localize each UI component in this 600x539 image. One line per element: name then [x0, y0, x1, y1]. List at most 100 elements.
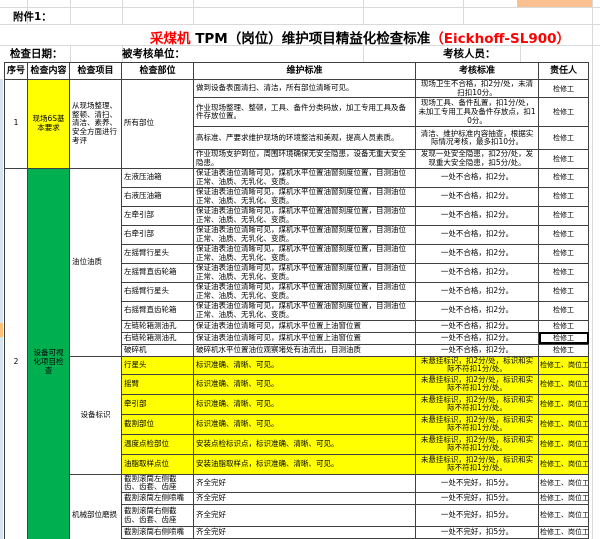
- cell-part[interactable]: 右液压油箱: [121, 186, 194, 207]
- cell-content[interactable]: 设备可视化项目检查: [27, 167, 70, 539]
- header-maint[interactable]: 维护标准: [193, 62, 416, 80]
- cell-part[interactable]: 右摇臂直齿轮箱: [121, 300, 194, 321]
- cell-part[interactable]: 牵引部: [121, 393, 194, 415]
- cell-assess[interactable]: 现场工具、备件乱置，扣1分/处，未加工专用工具及备件存放点，扣10分。: [415, 97, 539, 128]
- cell-resp[interactable]: 检修工、岗位工: [538, 504, 589, 527]
- cell-assess[interactable]: 一处不合格，扣2分。: [415, 186, 539, 207]
- cell-resp[interactable]: 检修工: [538, 167, 589, 188]
- cell-assess[interactable]: 一处不完好，扣5分。: [415, 504, 539, 527]
- cell-assess[interactable]: 一处不合格，扣2分。: [415, 331, 539, 345]
- cell-seq[interactable]: 2: [4, 167, 28, 539]
- assessed-unit-label[interactable]: 被考核单位：: [122, 48, 185, 60]
- cell-resp[interactable]: 检修工、岗位工: [538, 492, 589, 505]
- cell-resp[interactable]: 检修工: [538, 205, 589, 226]
- cell-assess[interactable]: 一处不完好，扣5分。: [415, 473, 539, 494]
- cell-assess[interactable]: 一处不合格，扣2分。: [415, 319, 539, 333]
- cell-part[interactable]: 右链轮箱测油孔: [121, 331, 194, 345]
- cell-assess[interactable]: 一处不合格，扣2分。: [415, 243, 539, 264]
- header-project[interactable]: 检查项目: [69, 62, 122, 80]
- cell-resp[interactable]: 检修工、岗位工: [538, 473, 589, 494]
- cell-resp[interactable]: 检修工: [538, 319, 589, 333]
- cell-resp[interactable]: 检修工: [538, 262, 589, 283]
- cell-assess[interactable]: 一处不合格，扣2分。: [415, 167, 539, 188]
- cell-maint[interactable]: 做到设备表面清扫、清洁，所有部位清晰可见。: [193, 78, 416, 99]
- cell-maint[interactable]: 保证油表油位清晰可见，煤机水平位置油窗刻度位置，目测油位正常、油质、无乳化、变质…: [193, 300, 416, 321]
- cell-resp[interactable]: 检修工: [538, 149, 589, 169]
- cell-content[interactable]: 现场6S基本要求: [27, 79, 70, 169]
- cell-assess[interactable]: 一处不完好，扣5分。: [415, 492, 539, 505]
- cell-assess[interactable]: 未悬挂标识，扣2分/处，标识和实际不符扣1分/处。: [415, 453, 539, 475]
- cell-maint[interactable]: 保证油表油位清晰可见，煤机水平位置油窗刻度位置，目测油位正常、油质、无乳化、变质…: [193, 205, 416, 226]
- cell-part[interactable]: 左摇臂直齿轮箱: [121, 262, 194, 283]
- cell-assess[interactable]: 一处不合格，扣2分。: [415, 300, 539, 321]
- cell-maint[interactable]: 标识准确、清晰、可见。: [193, 413, 416, 435]
- cell-maint[interactable]: 作业现场整理、整顿，工具、备件分类码放，加工专用工具及备件存放位置。: [193, 97, 416, 128]
- cell-part[interactable]: 摇臂: [121, 373, 194, 395]
- cell-part[interactable]: 截割滚筒右侧喷嘴: [121, 526, 194, 539]
- header-seq[interactable]: 序号: [4, 62, 28, 80]
- cell-resp[interactable]: 检修工、岗位工: [538, 355, 589, 375]
- cell-maint[interactable]: 安装油脂取样点，标识准确、清晰、可见。: [193, 453, 416, 475]
- assessor-label[interactable]: 考核人员：: [443, 48, 496, 60]
- cell-maint[interactable]: 保证油表油位清晰可见，煤机水平位置油窗刻度位置，目测油位正常、油质、无乳化、变质…: [193, 167, 416, 188]
- cell-assess[interactable]: 未悬挂标识，扣2分/处，标识和实际不符扣1分/处。: [415, 355, 539, 375]
- cell-maint[interactable]: 高标准、严要求维护现场的环境整洁和美观，提高人员素质。: [193, 126, 416, 151]
- header-resp[interactable]: 责任人: [538, 62, 589, 80]
- cell-assess[interactable]: 现场卫生不合格，扣2分/处，未清扫扣10分。: [415, 78, 539, 99]
- cell-maint[interactable]: 保证油表油位清晰可见，煤机水平位置上油窗位置: [193, 319, 416, 333]
- cell-maint[interactable]: 安装点检标识点，标识准确、清晰、可见。: [193, 433, 416, 455]
- cell-maint[interactable]: 标识准确、清晰、可见。: [193, 393, 416, 415]
- cell-resp[interactable]: 检修工: [538, 97, 589, 128]
- cell-maint[interactable]: 保证油表油位清晰可见，煤机水平位置油窗刻度位置，目测油位正常、油质、无乳化、变质…: [193, 281, 416, 302]
- cell-resp[interactable]: 检修工、岗位工: [538, 393, 589, 415]
- cell-assess[interactable]: 一处不完好，扣5分。: [415, 526, 539, 539]
- cell-resp[interactable]: 检修工、岗位工: [538, 526, 589, 539]
- cell-resp[interactable]: 检修工: [538, 281, 589, 302]
- cell-maint[interactable]: 作业现场支护到位，周围环境确保无安全隐患，设备无重大安全隐患。: [193, 149, 416, 169]
- cell-maint[interactable]: 齐全完好: [193, 504, 416, 527]
- cell-part[interactable]: 油脂取样点位: [121, 453, 194, 475]
- cell-assess[interactable]: 未悬挂标识，扣2分/处，标识和实际不符扣1分/处。: [415, 393, 539, 415]
- cell-resp[interactable]: 检修工、岗位工: [538, 373, 589, 395]
- cell-part[interactable]: 截割滚筒左侧截齿、齿套、齿座: [121, 473, 194, 494]
- cell-assess[interactable]: 未悬挂标识，扣2分/处，标识和实际不符扣1分/处。: [415, 433, 539, 455]
- header-assess[interactable]: 考核标准: [415, 62, 539, 80]
- cell-maint[interactable]: 破碎机水平位置油位观察堵处有油流出，目测油质: [193, 343, 416, 357]
- selected-cell[interactable]: 检修工: [538, 331, 589, 345]
- cell-part[interactable]: 截割部位: [121, 413, 194, 435]
- cell-maint[interactable]: 标识准确、清晰、可见。: [193, 355, 416, 375]
- cell-maint[interactable]: 标识准确、清晰、可见。: [193, 373, 416, 395]
- cell-maint[interactable]: 齐全完好: [193, 473, 416, 494]
- cell-part[interactable]: 截割滚筒左侧喷嘴: [121, 492, 194, 505]
- cell-resp[interactable]: 检修工: [538, 186, 589, 207]
- cell-maint[interactable]: 保证油表油位清晰可见，煤机水平位置上油窗位置: [193, 331, 416, 345]
- cell-resp[interactable]: 检修工: [538, 224, 589, 245]
- cell-part[interactable]: 截割滚筒右侧截齿、齿套、齿座: [121, 504, 194, 527]
- cell-maint[interactable]: 齐全完好: [193, 526, 416, 539]
- cell-part[interactable]: 左牵引部: [121, 205, 194, 226]
- cell-maint[interactable]: 保证油表油位清晰可见，煤机水平位置油窗刻度位置，目测油位正常、油质、无乳化、变质…: [193, 243, 416, 264]
- cell-maint[interactable]: 保证油表油位清晰可见，煤机水平位置油窗刻度位置，目测油位正常、油质、无乳化、变质…: [193, 262, 416, 283]
- cell-part[interactable]: 左链轮箱测油孔: [121, 319, 194, 333]
- cell-assess[interactable]: 清洁、维护标准内容抽查，根据实际情况考核，最多扣10分。: [415, 126, 539, 151]
- cell-part[interactable]: 破碎机: [121, 343, 194, 357]
- cell-maint[interactable]: 保证油表油位清晰可见，煤机水平位置油窗刻度位置，目测油位正常、油质、无乳化、变质…: [193, 224, 416, 245]
- cell-resp[interactable]: 检修工: [538, 243, 589, 264]
- cell-part[interactable]: 温度点检部位: [121, 433, 194, 455]
- inspection-date-label[interactable]: 检查日期：: [10, 48, 63, 60]
- cell-part[interactable]: 所有部位: [121, 79, 194, 169]
- header-content[interactable]: 检查内容: [27, 62, 70, 80]
- cell-resp[interactable]: 检修工、岗位工: [538, 433, 589, 455]
- cell-resp[interactable]: 检修工: [538, 126, 589, 151]
- cell-resp[interactable]: 检修工、岗位工: [538, 453, 589, 475]
- cell-assess[interactable]: 未悬挂标识，扣2分/处，标识和实际不符扣1分/处。: [415, 373, 539, 395]
- cell-assess[interactable]: 一处不合格，扣2分。: [415, 205, 539, 226]
- cell-seq[interactable]: 1: [4, 79, 28, 169]
- cell-maint[interactable]: 保证油表油位清晰可见，煤机水平位置油窗刻度位置，目测油位正常、油质、无乳化、变质…: [193, 186, 416, 207]
- cell-project[interactable]: 从现场整理、整顿、清扫、清洁、素养、安全方面进行考评: [69, 79, 122, 169]
- cell-resp[interactable]: 检修工: [538, 78, 589, 99]
- top-right-colored-cell[interactable]: [517, 0, 592, 7]
- header-part[interactable]: 检查部位: [121, 62, 194, 80]
- cell-maint[interactable]: 齐全完好: [193, 492, 416, 505]
- cell-assess[interactable]: 一处不合格，扣2分。: [415, 262, 539, 283]
